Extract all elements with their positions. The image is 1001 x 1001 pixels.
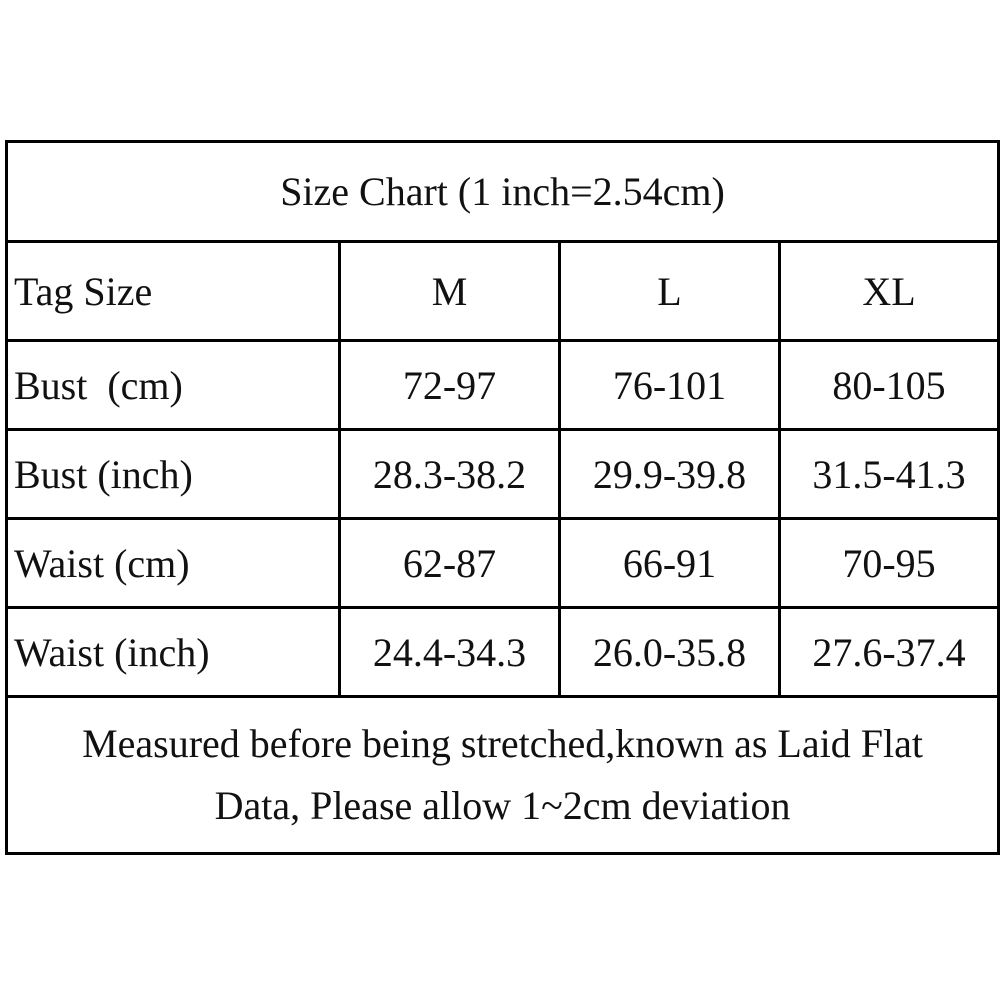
size-table: Size Chart (1 inch=2.54cm) Tag Size M L XL Bu… [4, 140, 1001, 855]
note-cell: Measured before being stretched,known as… [4, 695, 1001, 855]
note-line: Data, Please allow 1~2cm deviation [214, 783, 791, 828]
size-cell: 26.0-35.8 [558, 606, 781, 698]
note-row: Measured before being stretched,known as… [4, 695, 1001, 855]
size-cell: 80-105 [777, 339, 1001, 431]
size-cell: 76-101 [558, 339, 781, 431]
table-body: Size Chart (1 inch=2.54cm) Tag Size M L XL Bu… [4, 140, 1001, 855]
size-cell: 24.4-34.3 [338, 606, 561, 698]
body-row: Bust (cm) 72-97 76-101 80-105 [5, 339, 1001, 431]
table-title: Size Chart (1 inch=2.54cm) [4, 140, 1001, 243]
size-cell: 66-91 [558, 517, 781, 609]
header-cell: XL [777, 240, 1001, 342]
note-line: Measured before being stretched,known as… [82, 721, 923, 766]
size-cell: 27.6-37.4 [777, 606, 1001, 698]
head-row: Tag Size M L XL [5, 240, 1001, 342]
header-cell: L [558, 240, 781, 342]
body-row: Waist (cm) 62-87 66-91 70-95 [5, 517, 1001, 609]
size-cell: 29.9-39.8 [558, 428, 781, 520]
row-label: Waist (inch) [5, 606, 341, 698]
header-cell: Tag Size [5, 240, 341, 342]
row-label: Bust (cm) [5, 339, 341, 431]
title-row: Size Chart (1 inch=2.54cm) [4, 140, 1001, 243]
row-label: Waist (cm) [5, 517, 341, 609]
size-cell: 70-95 [777, 517, 1001, 609]
size-cell: 62-87 [338, 517, 561, 609]
size-cell: 31.5-41.3 [777, 428, 1001, 520]
size-cell: 72-97 [338, 339, 561, 431]
body-row: Bust (inch) 28.3-38.2 29.9-39.8 31.5-41.3 [5, 428, 1001, 520]
row-label: Bust (inch) [5, 428, 341, 520]
header-cell: M [338, 240, 561, 342]
body-row: Waist (inch) 24.4-34.3 26.0-35.8 27.6-37.4 [5, 606, 1001, 698]
size-cell: 28.3-38.2 [338, 428, 561, 520]
